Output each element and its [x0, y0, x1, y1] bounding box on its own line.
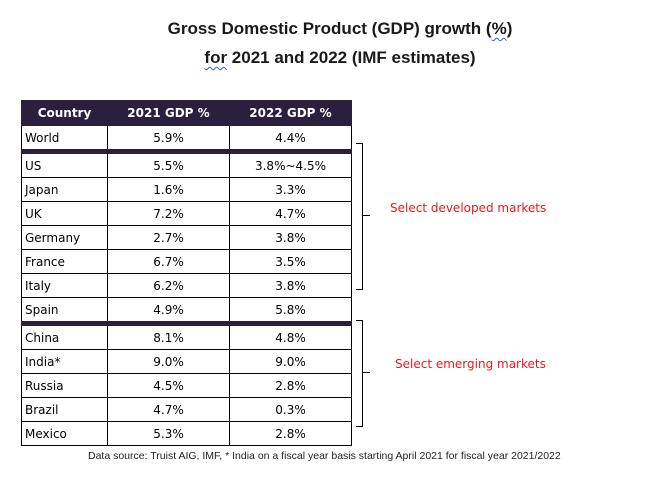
country-cell: Russia — [21, 373, 108, 398]
table-row: Russia 4.5% 2.8% — [21, 373, 352, 398]
gdp-2022-cell: 2.8% — [229, 421, 352, 446]
table-row: France 6.7% 3.5% — [21, 249, 352, 274]
chart-title-line-1: Gross Domestic Product (GDP) growth (%) — [167, 19, 513, 38]
emerging-markets-bracket-tick — [363, 372, 370, 373]
country-cell: World — [21, 125, 108, 152]
gdp-2021-cell: 4.5% — [107, 373, 230, 398]
developed-markets-bracket-tick — [363, 215, 370, 216]
gdp-2021-cell: 2.7% — [107, 225, 230, 250]
gdp-table: Country 2021 GDP % 2022 GDP % World 5.9%… — [21, 100, 352, 446]
gdp-2022-cell: 5.8% — [229, 297, 352, 324]
gdp-2021-cell: 6.2% — [107, 273, 230, 298]
gdp-2022-cell: 4.7% — [229, 201, 352, 226]
gdp-2021-cell: 8.1% — [107, 321, 230, 350]
gdp-2022-cell: 3.3% — [229, 177, 352, 202]
gdp-2021-cell: 5.3% — [107, 421, 230, 446]
column-header-2021: 2021 GDP % — [107, 100, 230, 126]
table-row: China 8.1% 4.8% — [21, 321, 352, 350]
gdp-2021-cell: 6.7% — [107, 249, 230, 274]
gdp-2021-cell: 4.7% — [107, 397, 230, 422]
table-header-row: Country 2021 GDP % 2022 GDP % — [21, 100, 352, 126]
gdp-2022-cell: 9.0% — [229, 349, 352, 374]
data-source-note: Data source: Truist AIG, IMF, * India on… — [88, 450, 561, 462]
table-row: Spain 4.9% 5.8% — [21, 297, 352, 324]
table-row: Italy 6.2% 3.8% — [21, 273, 352, 298]
country-cell: China — [21, 321, 108, 350]
country-cell: France — [21, 249, 108, 274]
table-row: World 5.9% 4.4% — [21, 125, 352, 152]
chart-title-line-2: for 2021 and 2022 (IMF estimates) — [204, 48, 476, 67]
gdp-2021-cell: 4.9% — [107, 297, 230, 324]
gdp-2021-cell: 7.2% — [107, 201, 230, 226]
column-header-2022: 2022 GDP % — [229, 100, 352, 126]
gdp-2022-cell: 3.5% — [229, 249, 352, 274]
table-row: UK 7.2% 4.7% — [21, 201, 352, 226]
emerging-markets-label: Select emerging markets — [395, 357, 546, 371]
gdp-2022-cell: 3.8%~4.5% — [229, 149, 352, 178]
gdp-2022-cell: 2.8% — [229, 373, 352, 398]
country-cell: US — [21, 149, 108, 178]
column-header-country: Country — [21, 100, 108, 126]
table-row: Germany 2.7% 3.8% — [21, 225, 352, 250]
country-cell: Japan — [21, 177, 108, 202]
country-cell: Brazil — [21, 397, 108, 422]
gdp-2021-cell: 1.6% — [107, 177, 230, 202]
gdp-2022-cell: 3.8% — [229, 225, 352, 250]
gdp-2022-cell: 0.3% — [229, 397, 352, 422]
gdp-2022-cell: 4.4% — [229, 125, 352, 152]
developed-markets-bracket — [356, 143, 363, 290]
country-cell: India* — [21, 349, 108, 374]
country-cell: Spain — [21, 297, 108, 324]
country-cell: UK — [21, 201, 108, 226]
gdp-2021-cell: 5.9% — [107, 125, 230, 152]
table-row: India* 9.0% 9.0% — [21, 349, 352, 374]
emerging-markets-bracket — [356, 320, 363, 427]
gdp-2022-cell: 3.8% — [229, 273, 352, 298]
gdp-2021-cell: 9.0% — [107, 349, 230, 374]
table-row: US 5.5% 3.8%~4.5% — [21, 149, 352, 178]
table-row: Mexico 5.3% 2.8% — [21, 421, 352, 446]
country-cell: Germany — [21, 225, 108, 250]
gdp-2022-cell: 4.8% — [229, 321, 352, 350]
table-row: Japan 1.6% 3.3% — [21, 177, 352, 202]
country-cell: Mexico — [21, 421, 108, 446]
gdp-2021-cell: 5.5% — [107, 149, 230, 178]
table-row: Brazil 4.7% 0.3% — [21, 397, 352, 422]
country-cell: Italy — [21, 273, 108, 298]
developed-markets-label: Select developed markets — [390, 201, 547, 215]
